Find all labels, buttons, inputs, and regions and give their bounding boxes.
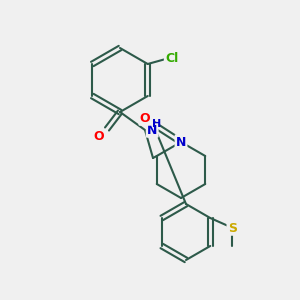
- Text: O: O: [94, 130, 104, 143]
- Text: H: H: [152, 119, 162, 129]
- Text: N: N: [176, 136, 186, 148]
- Text: S: S: [228, 221, 237, 235]
- Text: N: N: [147, 124, 158, 136]
- Text: Cl: Cl: [165, 52, 178, 65]
- Text: O: O: [140, 112, 150, 124]
